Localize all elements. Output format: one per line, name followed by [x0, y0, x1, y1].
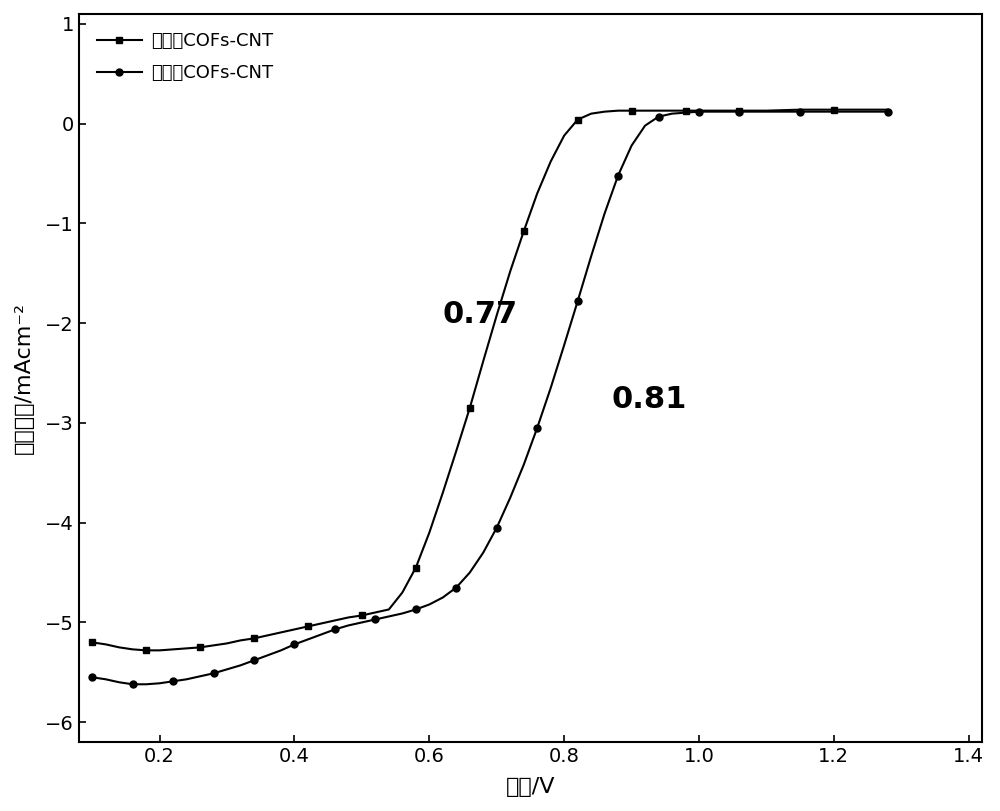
叶啉类COFs-CNT	[275, 628, 287, 637]
吡啶类COFs-CNT	[235, 660, 247, 670]
叶啉类COFs-CNT	[235, 636, 247, 646]
吡啶类COFs-CNT	[882, 107, 894, 117]
吡啶类COFs-CNT	[127, 680, 139, 689]
吡啶类COFs-CNT	[760, 107, 772, 117]
吡啶类COFs-CNT	[275, 646, 287, 655]
吡啶类COFs-CNT	[86, 672, 98, 682]
叶啉类COFs-CNT	[86, 637, 98, 647]
叶啉类COFs-CNT	[369, 607, 381, 617]
X-axis label: 电位/V: 电位/V	[506, 777, 555, 797]
Line: 叶啉类COFs-CNT: 叶啉类COFs-CNT	[89, 106, 891, 654]
吡啶类COFs-CNT	[862, 107, 874, 117]
Legend: 叶啉类COFs-CNT, 吡啶类COFs-CNT: 叶啉类COFs-CNT, 吡啶类COFs-CNT	[88, 23, 282, 92]
叶啉类COFs-CNT	[882, 105, 894, 114]
叶啉类COFs-CNT	[181, 643, 193, 653]
Y-axis label: 电流密度/mAcm⁻²: 电流密度/mAcm⁻²	[14, 302, 34, 454]
叶啉类COFs-CNT	[862, 105, 874, 114]
吡啶类COFs-CNT	[181, 675, 193, 684]
Text: 0.81: 0.81	[611, 385, 687, 414]
吡啶类COFs-CNT	[369, 615, 381, 624]
叶啉类COFs-CNT	[747, 105, 759, 115]
Line: 吡啶类COFs-CNT: 吡啶类COFs-CNT	[89, 108, 891, 688]
Text: 0.77: 0.77	[443, 300, 518, 329]
叶啉类COFs-CNT	[794, 105, 806, 114]
叶啉类COFs-CNT	[140, 646, 152, 655]
吡啶类COFs-CNT	[693, 107, 705, 117]
